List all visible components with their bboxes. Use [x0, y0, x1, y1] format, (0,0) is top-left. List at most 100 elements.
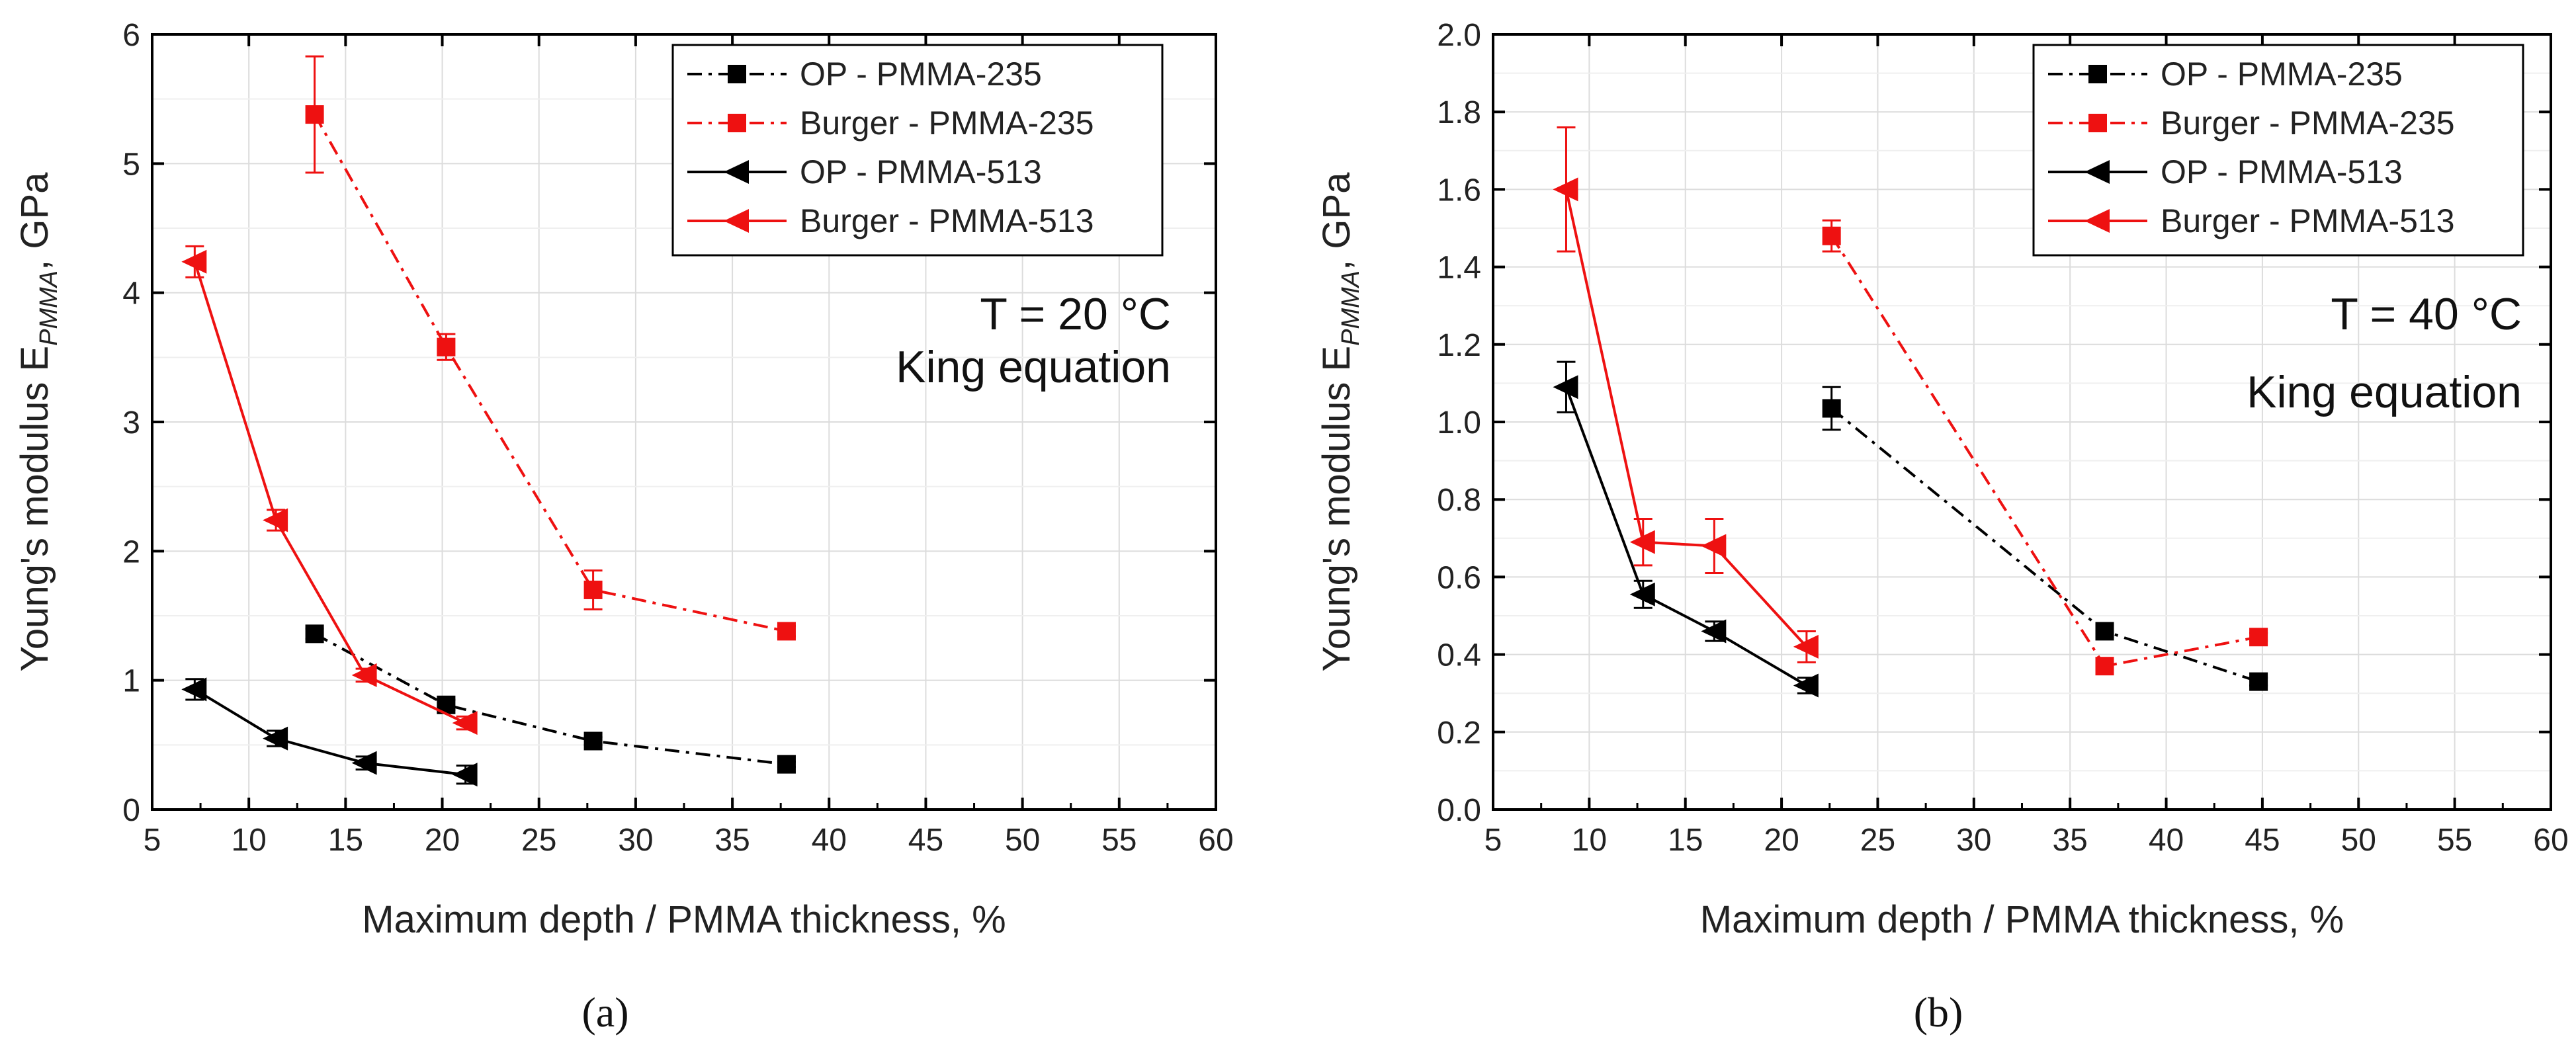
data-point	[583, 731, 603, 751]
x-tick-label: 60	[2533, 823, 2568, 858]
series-burger-pmma-235	[305, 55, 796, 641]
series-op-pmma-513	[181, 677, 478, 787]
legend-marker	[724, 160, 749, 184]
x-tick-label: 45	[2245, 823, 2280, 858]
series-line	[1830, 407, 2259, 683]
series-line	[1565, 188, 1808, 648]
series-burger-pmma-235	[1822, 219, 2268, 676]
legend-label: Burger - PMMA-235	[2161, 104, 2455, 142]
y-tick-label: 1.0	[1437, 405, 1481, 440]
series-line	[1565, 386, 1807, 687]
legend-label: Burger - PMMA-513	[2161, 202, 2455, 239]
data-point	[777, 622, 796, 641]
y-tick-label: 0.8	[1437, 483, 1481, 518]
legend-marker	[724, 209, 749, 233]
y-axis-label: Young's modulus EPMMA, GPa	[1315, 172, 1365, 672]
data-point	[181, 677, 207, 702]
panel-label: (a)	[581, 989, 628, 1036]
y-tick-label: 1	[122, 664, 140, 699]
x-axis-label: Maximum depth / PMMA thickness, %	[1700, 898, 2344, 941]
series-burger-pmma-513	[1553, 126, 1819, 663]
y-axis-label-subscript: PMMA	[35, 271, 63, 346]
data-point	[1793, 673, 1819, 698]
legend: OP - PMMA-235 Burger - PMMA-235 OP - PMMA-…	[671, 44, 1164, 257]
series-line	[193, 261, 466, 724]
x-tick-label: 30	[618, 823, 653, 858]
x-tick-label: 20	[1764, 823, 1799, 858]
y-axis-label-subscript: PMMA	[1337, 271, 1365, 346]
x-tick-label: 15	[1668, 823, 1703, 858]
y-tick-label: 2.0	[1437, 18, 1481, 53]
temperature-annotation: T = 20 °C	[980, 289, 1171, 339]
y-axis-label: Young's modulus EPMMA, GPa	[13, 172, 63, 672]
legend-marker	[728, 114, 746, 132]
y-axis-label-main: Young's modulus E	[1315, 346, 1358, 672]
x-tick-label: 45	[908, 823, 943, 858]
series-op-pmma-235	[305, 624, 796, 774]
legend-marker	[2088, 114, 2107, 132]
x-tick-label: 5	[144, 823, 161, 858]
x-tick-label: 55	[2437, 823, 2472, 858]
legend-marker	[2084, 209, 2110, 233]
y-tick-label: 1.2	[1437, 328, 1481, 363]
data-point	[1553, 375, 1578, 399]
data-point	[305, 105, 324, 124]
x-tick-label: 25	[1860, 823, 1895, 858]
series-line	[313, 114, 787, 633]
legend-marker	[2084, 160, 2110, 184]
y-tick-label: 0.0	[1437, 793, 1481, 828]
data-point	[583, 580, 603, 599]
x-tick-label: 20	[425, 823, 460, 858]
y-tick-label: 4	[122, 276, 140, 312]
legend: OP - PMMA-235 Burger - PMMA-235 OP - PMMA-…	[2032, 44, 2524, 257]
data-point	[777, 755, 796, 774]
data-point	[263, 726, 288, 751]
x-tick-label: 15	[328, 823, 363, 858]
legend-label: OP - PMMA-235	[2161, 56, 2403, 93]
y-tick-label: 1.6	[1437, 173, 1481, 208]
x-tick-label: 25	[521, 823, 556, 858]
data-point	[181, 249, 207, 274]
x-tick-label: 30	[1956, 823, 1991, 858]
y-tick-label: 0.4	[1437, 638, 1481, 673]
temperature-annotation: T = 40 °C	[2331, 289, 2522, 339]
x-tick-label: 55	[1101, 823, 1137, 858]
x-tick-label: 35	[2052, 823, 2087, 858]
y-tick-label: 0.2	[1437, 716, 1481, 751]
series-line	[314, 632, 787, 766]
data-point	[452, 711, 478, 735]
x-tick-label: 50	[2341, 823, 2376, 858]
method-annotation: King equation	[896, 342, 1171, 392]
y-tick-label: 1.8	[1437, 95, 1481, 130]
legend-label: OP - PMMA-513	[800, 153, 1042, 190]
series-burger-pmma-513	[181, 245, 478, 735]
data-point	[2095, 622, 2114, 641]
x-axis-label: Maximum depth / PMMA thickness, %	[362, 898, 1006, 941]
data-point	[2249, 672, 2268, 691]
x-tick-label: 5	[1484, 823, 1502, 858]
data-point	[1701, 619, 1727, 644]
data-point	[2095, 657, 2114, 676]
data-point	[351, 751, 377, 775]
legend-label: Burger - PMMA-235	[800, 104, 1094, 142]
data-point	[437, 337, 456, 356]
chart-panel-b: 5 10 15 20 25 30 35 40 45 50 55 60 0.0 0.2 0.4 0.6 0.8 1.…	[1315, 18, 2569, 1036]
y-tick-label: 0.6	[1437, 560, 1481, 595]
data-point	[1629, 582, 1655, 606]
x-tick-label: 40	[2149, 823, 2184, 858]
data-point	[1701, 534, 1727, 558]
data-point	[1793, 634, 1819, 659]
x-tick-label: 35	[714, 823, 750, 858]
y-axis-label-unit: , GPa	[1315, 172, 1358, 271]
series-line	[1830, 235, 2259, 668]
series-op-pmma-235	[1822, 386, 2268, 691]
data-point	[2249, 628, 2268, 647]
y-tick-label: 6	[122, 18, 140, 53]
y-tick-label: 0	[122, 793, 140, 828]
legend-label: OP - PMMA-235	[800, 56, 1042, 93]
method-annotation: King equation	[2247, 367, 2522, 417]
data-point	[305, 624, 324, 644]
x-tick-label: 50	[1005, 823, 1040, 858]
x-tick-label: 40	[812, 823, 847, 858]
